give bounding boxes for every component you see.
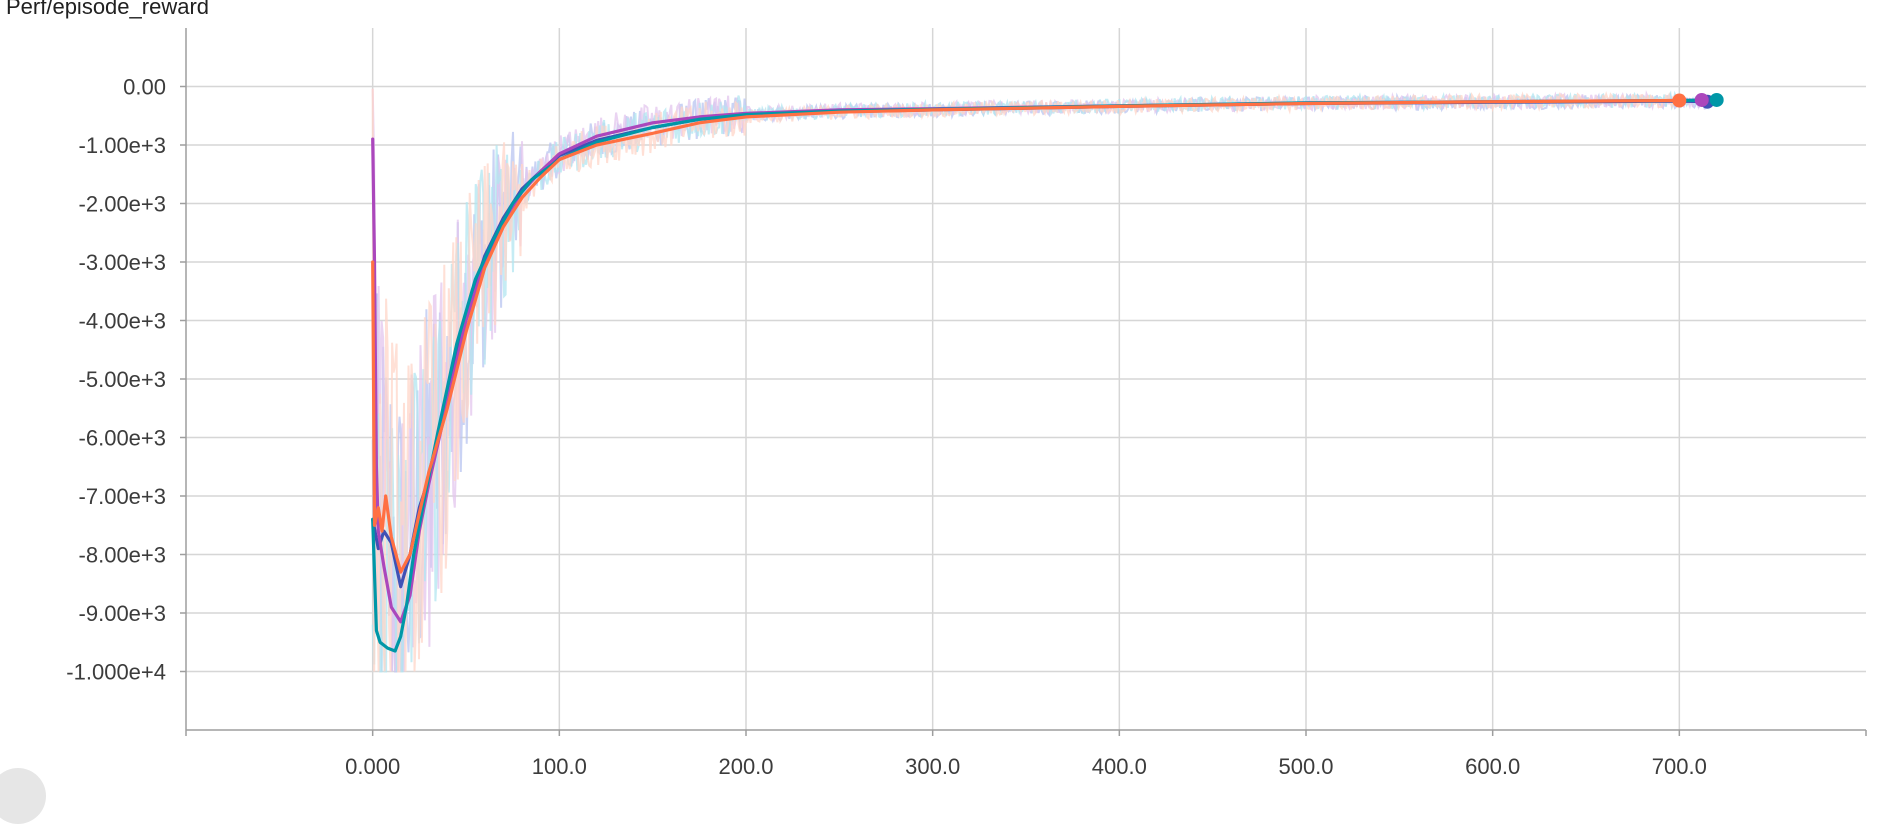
y-tick-label: 0.00: [123, 75, 166, 100]
chart-title: Perf/episode_reward: [6, 0, 210, 19]
y-tick-label: -3.00e+3: [79, 250, 166, 275]
x-tick-label: 300.0: [905, 754, 960, 779]
y-tick-label: -1.000e+4: [66, 660, 166, 685]
y-tick-label: -5.00e+3: [79, 367, 166, 392]
chart-plot: 0.000 100.0 200.0 300.0 400.0 500.0 600.0 700.0…: [66, 28, 1867, 780]
y-tick-label: -2.00e+3: [79, 192, 166, 217]
y-tick-label: -4.00e+3: [79, 309, 166, 334]
x-tick-label: 700.0: [1652, 754, 1707, 779]
x-tick-label: 500.0: [1278, 754, 1333, 779]
raw-series-line: [371, 90, 1718, 673]
series-line: [371, 98, 1704, 624]
x-tick-label: 400.0: [1092, 754, 1147, 779]
series-end-point: [1672, 93, 1687, 108]
end-markers: [1672, 92, 1724, 109]
y-tick-label: -1.00e+3: [79, 133, 166, 158]
x-tick-label: 200.0: [718, 754, 773, 779]
y-tick-label: -6.00e+3: [79, 426, 166, 451]
x-tick-label: 600.0: [1465, 754, 1520, 779]
series-layer: [371, 98, 1719, 653]
y-tick-label: -8.00e+3: [79, 543, 166, 568]
tick-labels: 0.000 100.0 200.0 300.0 400.0 500.0 600.0 700.0…: [66, 75, 1707, 780]
series-end-point: [1694, 92, 1709, 107]
raw-series-line: [371, 88, 1703, 672]
y-tick-label: -9.00e+3: [79, 601, 166, 626]
series-line: [371, 98, 1719, 653]
y-tick-label: -7.00e+3: [79, 484, 166, 509]
raw-series-line: [371, 88, 1681, 673]
raw-series-layer: [371, 88, 1718, 673]
axes: [180, 28, 1867, 736]
x-tick-label: 100.0: [532, 754, 587, 779]
series-end-point: [1709, 92, 1724, 107]
series-line: [371, 98, 1681, 574]
x-tick-label: 0.000: [345, 754, 400, 779]
raw-series-line: [371, 92, 1707, 673]
series-line: [371, 99, 1709, 589]
